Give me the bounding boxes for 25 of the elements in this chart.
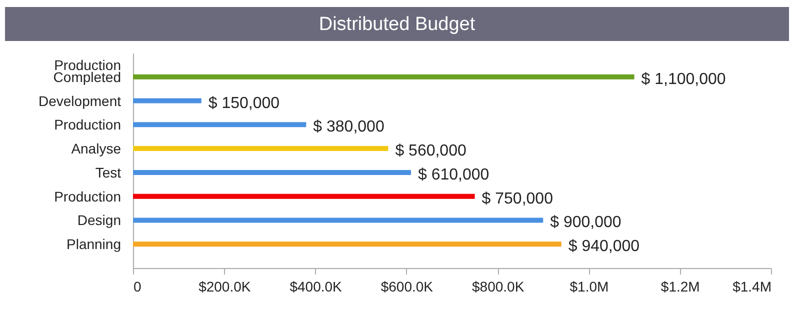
data-label: $ 1,100,000 (641, 70, 726, 88)
x-tick-label: $600.0K (380, 278, 434, 294)
data-label: $ 150,000 (208, 94, 280, 112)
y-tick-label: Production (54, 188, 121, 204)
y-tick-label: Design (77, 212, 121, 228)
y-tick-label: Development (38, 92, 122, 109)
y-tick-label: Production Completed (53, 56, 121, 85)
y-tick-label: Production (54, 116, 121, 133)
data-label: $ 380,000 (313, 118, 384, 136)
data-label: $ 940,000 (568, 238, 640, 256)
x-tick-label: $1.4M (732, 278, 772, 294)
x-tick-label: 0 (134, 278, 142, 294)
x-tick-label: $1.2M (660, 278, 700, 294)
chart-title: Distributed Budget (318, 14, 476, 35)
x-tick-label: $200.0K (198, 278, 252, 294)
x-tick-label: $800.0K (472, 278, 525, 294)
y-tick-label: Test (95, 164, 122, 180)
y-tick-label: Analyse (71, 140, 122, 157)
data-label: $ 900,000 (550, 214, 622, 232)
data-label: $ 750,000 (482, 190, 554, 208)
y-tick-label: Planning (66, 236, 121, 252)
x-tick-label: $400.0K (290, 278, 343, 294)
x-tick-label: $1.0M (570, 278, 609, 294)
data-label: $ 610,000 (418, 166, 490, 184)
data-label: $ 560,000 (395, 142, 466, 160)
